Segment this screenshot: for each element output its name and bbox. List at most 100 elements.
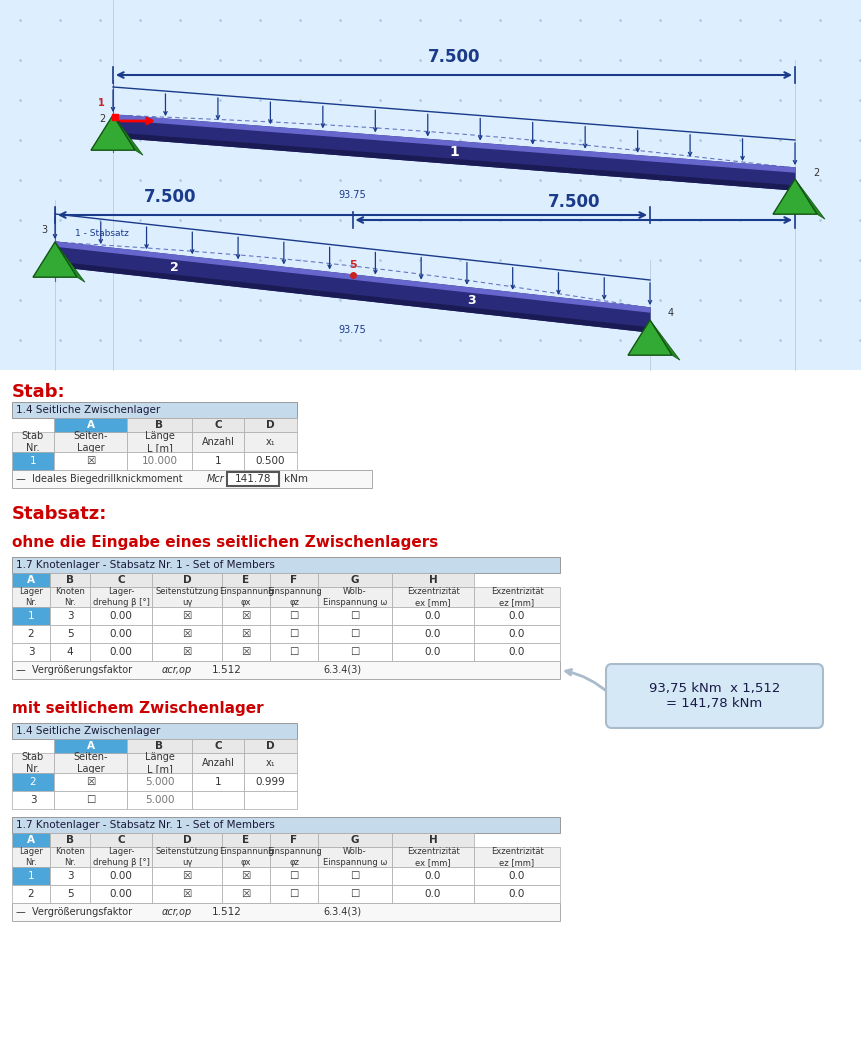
Text: 5: 5	[349, 260, 356, 270]
Bar	[474, 847, 560, 867]
Text: B: B	[66, 835, 74, 845]
Bar	[474, 884, 560, 902]
Bar	[152, 643, 222, 661]
Text: 93.75: 93.75	[338, 190, 367, 200]
Bar	[222, 607, 270, 625]
Text: 1.4 Seitliche Zwischenlager: 1.4 Seitliche Zwischenlager	[16, 726, 160, 736]
Bar	[392, 867, 474, 884]
Text: αcr,op: αcr,op	[162, 907, 192, 917]
Bar	[318, 867, 392, 884]
Text: C: C	[117, 835, 125, 845]
Bar	[12, 432, 54, 452]
Text: Einspannung
φz: Einspannung φz	[267, 847, 321, 867]
Bar	[222, 884, 270, 902]
Text: 7.500: 7.500	[428, 48, 480, 66]
Bar	[54, 432, 127, 452]
Text: 3: 3	[29, 795, 36, 805]
Text: B: B	[156, 420, 164, 430]
Text: 2: 2	[29, 777, 36, 787]
Text: 1.512: 1.512	[212, 665, 242, 675]
Text: Exzentrizität
ex [mm]: Exzentrizität ex [mm]	[406, 587, 460, 606]
Bar	[270, 587, 318, 607]
Text: Seitenstützung
uγ: Seitenstützung uγ	[155, 847, 219, 867]
FancyBboxPatch shape	[606, 664, 823, 728]
Text: 0.0: 0.0	[509, 647, 525, 657]
Text: A: A	[86, 741, 95, 751]
Text: 5: 5	[66, 889, 73, 899]
Polygon shape	[773, 179, 817, 214]
Bar	[222, 833, 270, 847]
Bar	[127, 418, 192, 432]
Bar	[244, 773, 297, 791]
Bar	[392, 884, 474, 902]
Bar	[12, 607, 50, 625]
Text: Stab
Nr.: Stab Nr.	[22, 752, 44, 773]
Text: Länge
L [m]: Länge L [m]	[145, 432, 175, 453]
Text: ☒: ☒	[183, 630, 192, 639]
Text: C: C	[214, 420, 222, 430]
Text: Stab:: Stab:	[12, 383, 65, 401]
Text: 6.3.4(3): 6.3.4(3)	[323, 907, 361, 917]
Bar	[12, 587, 50, 607]
Bar	[392, 833, 474, 847]
Text: Lager-
drehung β [°]: Lager- drehung β [°]	[93, 847, 150, 867]
Text: Stab
Nr.: Stab Nr.	[22, 432, 44, 453]
Text: ☒: ☒	[183, 612, 192, 621]
Text: ohne die Eingabe eines seitlichen Zwischenlagers: ohne die Eingabe eines seitlichen Zwisch…	[12, 535, 438, 550]
Bar	[50, 643, 90, 661]
Text: 3: 3	[66, 871, 73, 881]
Text: —  Vergrößerungsfaktor: — Vergrößerungsfaktor	[16, 907, 132, 917]
Bar	[152, 625, 222, 643]
Text: ☒: ☒	[183, 889, 192, 899]
Polygon shape	[91, 115, 135, 150]
Bar	[50, 833, 90, 847]
Bar	[90, 847, 152, 867]
Text: ☐: ☐	[86, 795, 95, 805]
Text: 0.0: 0.0	[424, 871, 441, 881]
Bar	[12, 470, 372, 488]
Text: 7.500: 7.500	[548, 193, 600, 211]
Text: ☐: ☐	[350, 630, 360, 639]
Text: Anzahl: Anzahl	[201, 437, 234, 446]
Text: Lager-
drehung β [°]: Lager- drehung β [°]	[93, 587, 150, 606]
Text: Einspannung
φx: Einspannung φx	[219, 587, 274, 606]
Bar	[227, 472, 279, 486]
Polygon shape	[55, 242, 85, 282]
Text: Wölb-
Einspannung ω: Wölb- Einspannung ω	[323, 587, 387, 606]
Text: 141.78: 141.78	[235, 474, 271, 484]
Text: ☒: ☒	[241, 889, 251, 899]
Bar	[152, 884, 222, 902]
Text: D: D	[266, 420, 275, 430]
Bar	[12, 753, 54, 773]
Text: D: D	[183, 835, 191, 845]
Bar	[318, 884, 392, 902]
Bar	[270, 573, 318, 587]
Bar	[127, 773, 192, 791]
Text: 2: 2	[28, 889, 34, 899]
Bar	[54, 773, 127, 791]
Bar	[90, 607, 152, 625]
Bar	[318, 607, 392, 625]
Text: 0.999: 0.999	[256, 777, 285, 787]
Bar	[12, 557, 560, 573]
Bar	[50, 587, 90, 607]
Bar	[54, 418, 127, 432]
Polygon shape	[113, 133, 795, 190]
Text: E: E	[243, 574, 250, 585]
Bar	[90, 573, 152, 587]
Text: mit seitlichem Zwischenlager: mit seitlichem Zwischenlager	[12, 701, 263, 716]
Bar	[222, 587, 270, 607]
Text: —  Ideales Biegedrillknickmoment: — Ideales Biegedrillknickmoment	[16, 474, 183, 484]
Text: Knoten
Nr.: Knoten Nr.	[55, 587, 85, 606]
Text: ☒: ☒	[86, 456, 95, 466]
Text: 1.512: 1.512	[212, 907, 242, 917]
Text: ☒: ☒	[241, 612, 251, 621]
Bar	[12, 791, 54, 809]
Bar	[318, 643, 392, 661]
Text: 1: 1	[28, 871, 34, 881]
Bar	[474, 643, 560, 661]
Text: ☐: ☐	[350, 871, 360, 881]
Text: H: H	[429, 574, 437, 585]
Bar	[318, 625, 392, 643]
Bar	[90, 867, 152, 884]
